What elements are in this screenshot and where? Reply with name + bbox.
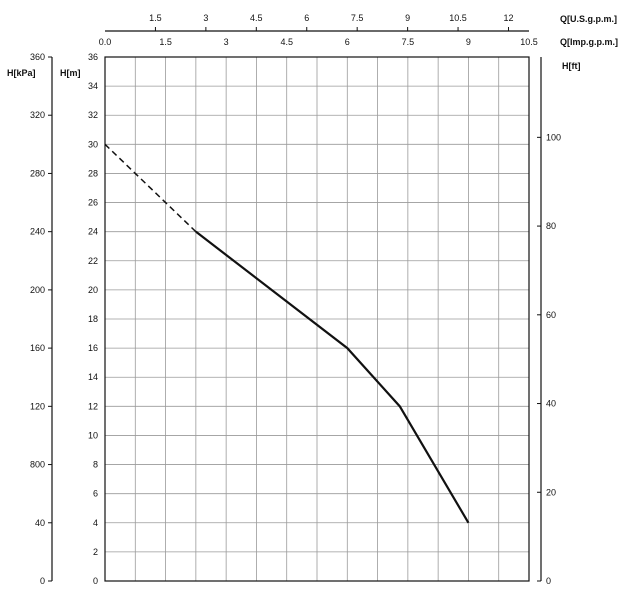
curve-extrapolated-dashed xyxy=(104,143,197,233)
kpa-tick-label: 200 xyxy=(30,285,45,295)
x-imp-tick-label: 4.5 xyxy=(280,37,293,47)
ft-tick-label: 100 xyxy=(546,132,561,142)
x-us-tick-label: 6 xyxy=(304,13,309,23)
x-imp-tick-label: 10.5 xyxy=(520,37,538,47)
x-us-tick-label: 3 xyxy=(203,13,208,23)
y-m-tick-label: 20 xyxy=(88,285,98,295)
kpa-tick-label: 240 xyxy=(30,227,45,237)
x-us-tick-label: 9 xyxy=(405,13,410,23)
y-m-tick-label: 10 xyxy=(88,430,98,440)
x-imp-tick-label: 1.5 xyxy=(159,37,172,47)
tick-labels: 0246810121416182022242628303234360408001… xyxy=(30,13,561,586)
kpa-tick-label: 120 xyxy=(30,401,45,411)
ft-tick-label: 40 xyxy=(546,399,556,409)
x-us-tick-label: 1.5 xyxy=(149,13,162,23)
grid xyxy=(104,56,530,582)
y-m-tick-label: 34 xyxy=(88,81,98,91)
kpa-tick-label: 280 xyxy=(30,168,45,178)
ft-tick-label: 60 xyxy=(546,310,556,320)
y-m-tick-label: 24 xyxy=(88,227,98,237)
m-axis-label: H[m] xyxy=(60,68,81,78)
x-imp-tick-label: 0.0 xyxy=(99,37,112,47)
curve-lines xyxy=(104,143,470,524)
y-m-tick-label: 2 xyxy=(93,547,98,557)
y-m-tick-label: 32 xyxy=(88,110,98,120)
kpa-tick-label: 320 xyxy=(30,110,45,120)
y-m-tick-label: 30 xyxy=(88,139,98,149)
kpa-axis-label: H[kPa] xyxy=(7,68,36,78)
plot-frame xyxy=(104,56,530,582)
kpa-tick-label: 800 xyxy=(30,460,45,470)
x-imp-tick-label: 6 xyxy=(345,37,350,47)
axes xyxy=(48,27,542,582)
y-m-tick-label: 36 xyxy=(88,52,98,62)
pump-curve-line xyxy=(195,230,470,524)
top-imp-axis-label: Q[Imp.g.p.m.] xyxy=(560,37,618,47)
x-us-tick-label: 7.5 xyxy=(351,13,364,23)
y-m-tick-label: 28 xyxy=(88,168,98,178)
y-m-tick-label: 14 xyxy=(88,372,98,382)
x-us-tick-label: 4.5 xyxy=(250,13,263,23)
ft-axis-label: H[ft] xyxy=(562,61,581,71)
y-m-tick-label: 22 xyxy=(88,256,98,266)
x-imp-tick-label: 9 xyxy=(466,37,471,47)
x-us-tick-label: 10.5 xyxy=(449,13,467,23)
y-m-tick-label: 0 xyxy=(93,576,98,586)
x-imp-tick-label: 3 xyxy=(224,37,229,47)
y-m-tick-label: 12 xyxy=(88,401,98,411)
y-m-tick-label: 26 xyxy=(88,198,98,208)
y-m-tick-label: 4 xyxy=(93,518,98,528)
ft-tick-label: 80 xyxy=(546,221,556,231)
x-us-tick-label: 12 xyxy=(503,13,513,23)
kpa-tick-label: 40 xyxy=(35,518,45,528)
y-m-tick-label: 16 xyxy=(88,343,98,353)
x-imp-tick-label: 7.5 xyxy=(402,37,415,47)
kpa-tick-label: 160 xyxy=(30,343,45,353)
y-m-tick-label: 18 xyxy=(88,314,98,324)
ft-tick-label: 20 xyxy=(546,487,556,497)
y-m-tick-label: 6 xyxy=(93,489,98,499)
y-m-tick-label: 8 xyxy=(93,460,98,470)
ft-tick-label: 0 xyxy=(546,576,551,586)
kpa-tick-label: 0 xyxy=(40,576,45,586)
top-us-axis-label: Q[U.S.g.p.m.] xyxy=(560,14,617,24)
kpa-tick-label: 360 xyxy=(30,52,45,62)
